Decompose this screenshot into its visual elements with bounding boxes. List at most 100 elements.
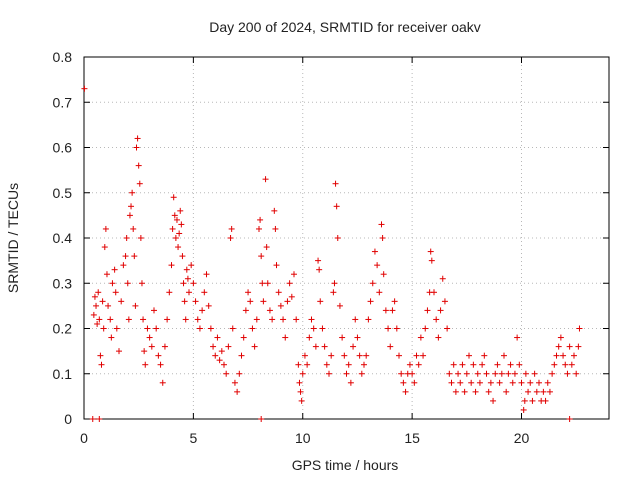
data-point [369, 280, 376, 287]
data-point [564, 370, 571, 377]
data-point [511, 370, 518, 377]
y-axis-label: SRMTID / TECUs [5, 183, 21, 293]
chart-title: Day 200 of 2024, SRMTID for receiver oak… [209, 19, 481, 35]
data-point [141, 348, 148, 355]
data-point [400, 379, 407, 386]
data-point [96, 316, 103, 323]
data-point [352, 316, 359, 323]
data-point [518, 379, 525, 386]
data-point [257, 216, 264, 223]
data-point [371, 248, 378, 255]
x-tick-label: 20 [514, 430, 530, 446]
data-point [247, 298, 254, 305]
data-point [249, 325, 256, 332]
data-point [466, 352, 472, 359]
data-point [291, 271, 297, 278]
data-point [382, 307, 389, 314]
data-point [231, 379, 238, 386]
data-point [472, 388, 479, 395]
data-point [551, 361, 558, 368]
data-point [288, 293, 295, 300]
data-point [177, 207, 184, 214]
data-point [485, 388, 492, 395]
data-point [474, 370, 481, 377]
data-point [205, 302, 212, 309]
data-point [94, 320, 101, 327]
data-point [441, 298, 448, 305]
data-point [240, 334, 247, 341]
data-point [199, 307, 206, 314]
x-tick-label: 10 [295, 430, 311, 446]
data-point [336, 302, 343, 309]
data-point [172, 235, 179, 241]
data-point [194, 316, 201, 323]
data-point [308, 316, 315, 323]
data-point [107, 316, 114, 323]
data-point [411, 379, 418, 386]
data-point [256, 225, 262, 232]
data-point [203, 271, 210, 278]
data-point [452, 388, 459, 395]
data-point [310, 325, 317, 332]
data-point [321, 343, 328, 350]
data-point [413, 352, 420, 359]
data-point [125, 316, 132, 323]
data-point [298, 397, 305, 404]
data-point [286, 280, 293, 287]
data-point [417, 334, 424, 341]
data-point [295, 361, 302, 368]
data-point [146, 334, 153, 341]
data-point [323, 361, 330, 368]
data-point [272, 225, 279, 232]
data-point [258, 416, 265, 422]
data-point [109, 280, 116, 287]
data-point [487, 379, 494, 386]
data-point [148, 343, 155, 350]
data-point [130, 225, 137, 232]
data-point [328, 352, 335, 359]
data-point [179, 253, 186, 260]
y-tick-label: 0.3 [53, 275, 73, 291]
data-point [306, 334, 313, 341]
data-point [95, 289, 102, 296]
data-point [138, 280, 145, 287]
data-point [540, 388, 547, 395]
x-tick-label: 5 [189, 430, 197, 446]
data-point [251, 343, 258, 350]
data-point [316, 266, 323, 273]
data-point [89, 416, 96, 422]
data-point [444, 325, 451, 332]
data-point [99, 298, 106, 305]
data-point [264, 280, 271, 287]
axis-ticks [83, 56, 609, 420]
data-point [103, 271, 110, 278]
data-point [299, 370, 306, 377]
data-point [509, 379, 516, 386]
data-point [470, 361, 477, 368]
data-point [105, 302, 112, 309]
data-point [343, 370, 350, 377]
data-point [184, 275, 191, 282]
data-point [312, 343, 319, 350]
data-point [361, 361, 367, 368]
data-point [134, 135, 141, 142]
x-tick-labels: 0 5 10 15 20 [80, 430, 529, 446]
data-point [339, 334, 346, 341]
data-point [98, 361, 105, 368]
data-point [132, 302, 139, 309]
data-point [101, 244, 108, 251]
data-point [544, 379, 551, 386]
data-point [273, 262, 280, 269]
data-point [129, 189, 136, 196]
data-point [546, 388, 553, 395]
data-point [571, 352, 577, 359]
data-point [468, 379, 475, 386]
data-point [431, 289, 437, 296]
data-point [183, 266, 190, 273]
data-points [81, 85, 583, 422]
data-point [393, 325, 400, 332]
data-point [260, 298, 267, 305]
data-point [356, 352, 363, 359]
data-point [435, 334, 442, 341]
data-point [331, 280, 338, 287]
